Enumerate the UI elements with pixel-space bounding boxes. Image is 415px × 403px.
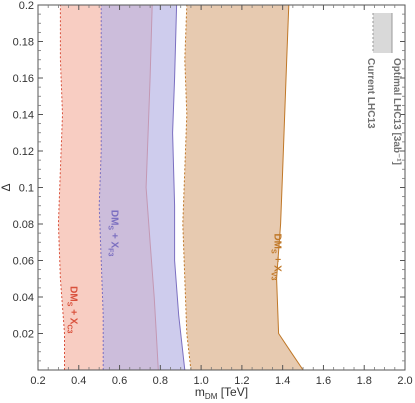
y-axis-title: Δ [0,183,13,191]
series-dms-xv3-optimal-boundary [276,5,304,370]
x-axis-title: mDM [TeV] [195,385,248,401]
series-label-dms-xv3: DMS + XV3 [270,233,283,280]
y-tick-label: 0.1 [19,183,34,195]
x-tick-label: 1.2 [234,375,249,387]
y-tick-label: 0.06 [13,256,34,268]
y-tick-label: 0.08 [13,219,34,231]
legend-entry-optimal: Optimal LHC13 [3ab⁻¹] [391,58,402,165]
series-label-dms-xf3: DMS + XF3 [106,210,119,257]
legend-swatch [373,13,392,53]
legend-entry-current: Current LHC13 [365,58,376,129]
y-tick-label: 0.18 [13,37,34,49]
y-tick-label: 0.14 [13,110,34,122]
series-dms-xv3-band [182,5,304,370]
x-tick-label: 0.6 [112,375,127,387]
x-tick-label: 2.0 [397,375,412,387]
series-dms-xc3-current-boundary [57,5,65,370]
series-dms-xf3-optimal-boundary [172,5,186,370]
legend: Optimal LHC13 [3ab⁻¹] Current LHC13 [365,13,402,165]
series-label-dms-xc3: DMS + XC3 [66,286,79,333]
x-tick-label: 1.6 [316,375,331,387]
y-tick-label: 0.16 [13,73,34,85]
x-tick-label: 1.0 [193,375,208,387]
y-tick-label: 0.04 [13,292,34,304]
x-tick-label: 0.2 [30,375,45,387]
series-dms-xv3-current-boundary [182,5,192,370]
bands-layer [57,5,304,370]
series-dms-xf3-band [99,5,185,370]
x-tick-label: 0.4 [71,375,86,387]
x-tick-label: 0.8 [153,375,168,387]
x-tick-label: 1.8 [357,375,372,387]
x-tick-label: 1.4 [275,375,290,387]
y-tick-label: 0.12 [13,146,34,158]
y-tick-label: 0.02 [13,329,34,341]
labels-layer: DMS + XC3 DMS + XF3 DMS + XV3 [66,210,283,334]
y-tick-label: 0.2 [19,0,34,12]
